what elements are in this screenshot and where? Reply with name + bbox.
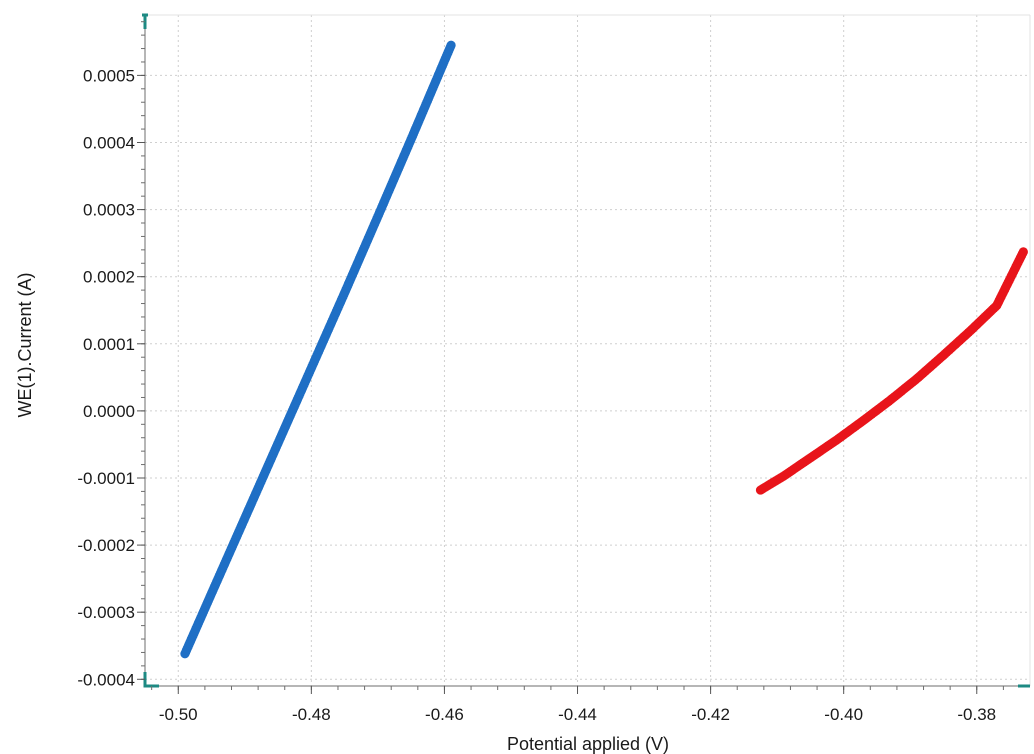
y-axis-title: WE(1).Current (A) [15, 272, 35, 417]
x-tick-label: -0.44 [558, 705, 597, 724]
cursor-marker-bottom-left [143, 672, 159, 688]
y-tick-label: 0.0003 [83, 201, 135, 220]
x-tick-label: -0.38 [957, 705, 996, 724]
y-tick-label: -0.0003 [77, 603, 135, 622]
y-tick-label: 0.0002 [83, 268, 135, 287]
data-point [1018, 247, 1028, 257]
ticks-layer: -0.50 -0.48 -0.46 -0.44 -0.42 -0.40 -0.38 -0.00… [77, 21, 1004, 724]
grid-layer [145, 15, 1030, 686]
data-series-2 [755, 247, 1028, 495]
x-tick-label: -0.46 [425, 705, 464, 724]
y-tick-label: 0.0001 [83, 335, 135, 354]
x-tick-label: -0.48 [292, 705, 331, 724]
y-tick-label: -0.0002 [77, 536, 135, 555]
y-tick-label: -0.0001 [77, 469, 135, 488]
y-tick-label: 0.0004 [83, 133, 135, 152]
x-tick-label: -0.50 [159, 705, 198, 724]
x-axis-title: Potential applied (V) [507, 734, 669, 754]
data-point [446, 40, 456, 50]
y-tick-label: -0.0004 [77, 670, 135, 689]
x-tick-label: -0.40 [824, 705, 863, 724]
data-series-1 [180, 40, 456, 659]
y-tick-label: 0.0000 [83, 402, 135, 421]
series-layer [180, 40, 1028, 659]
x-tick-label: -0.42 [691, 705, 730, 724]
axes-layer [142, 13, 1031, 688]
y-tick-label: 0.0005 [83, 66, 135, 85]
